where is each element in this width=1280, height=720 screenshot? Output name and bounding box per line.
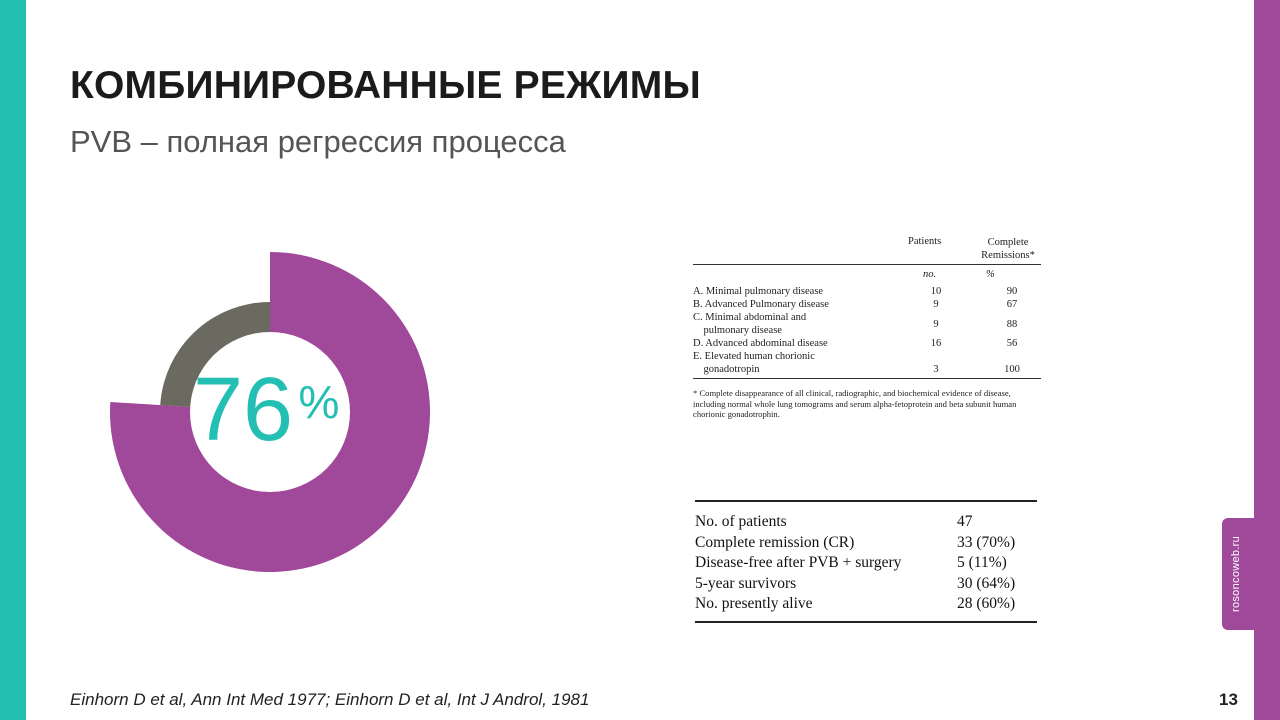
- donut-value: 76: [193, 360, 293, 460]
- table-header: Patients Complete Remissions*: [693, 234, 1041, 264]
- table-rule: [693, 378, 1041, 379]
- table-row: No. of patients 47: [695, 513, 973, 530]
- table-row: A. Minimal pulmonary disease 10 90: [693, 286, 1018, 297]
- outcomes-table: No. of patients 47 Complete remission (C…: [695, 500, 1037, 623]
- col-remissions: Complete Remissions*: [981, 237, 1035, 261]
- table-row: B. Advanced Pulmonary disease 9 67: [693, 299, 1018, 310]
- table-row: 5-year survivors 30 (64%): [695, 574, 1016, 592]
- right-accent-bar: [1254, 0, 1280, 720]
- donut-hole: [190, 332, 350, 492]
- table-row: Disease-free after PVB + surgery 5 (11%): [695, 554, 1007, 571]
- donut-unit: %: [299, 376, 340, 428]
- table-footnote: * Complete disappearance of all clinical…: [693, 388, 1017, 419]
- slide-subtitle: PVB – полная регрессия процесса: [70, 124, 566, 159]
- table-rule: [693, 264, 1041, 265]
- table-row: E. Elevated human chorionic gonadotropin…: [693, 351, 1020, 375]
- table-rule: [695, 500, 1037, 502]
- site-logo: rosoncoweb.ru: [1230, 535, 1242, 612]
- page-number: 13: [1219, 690, 1238, 709]
- citation: Einhorn D et al, Ann Int Med 1977; Einho…: [70, 690, 590, 709]
- table-row: D. Advanced abdominal disease 16 56: [693, 338, 1018, 349]
- col-patients: Patients: [908, 236, 942, 247]
- remission-table: Patients Complete Remissions* no. % A. M…: [693, 234, 1041, 420]
- table-row: No. presently alive 28 (60%): [695, 595, 1016, 612]
- table-rule: [695, 620, 1037, 623]
- table-row: C. Minimal abdominal and pulmonary disea…: [693, 312, 1018, 336]
- table-row: Complete remission (CR) 33 (70%): [695, 533, 1016, 551]
- logo-tab: [1222, 518, 1254, 630]
- donut-chart: 76 %: [110, 252, 431, 572]
- left-accent-bar: [0, 0, 26, 720]
- table-units: no. %: [923, 269, 995, 280]
- slide-title: КОМБИНИРОВАННЫЕ РЕЖИМЫ: [70, 64, 701, 107]
